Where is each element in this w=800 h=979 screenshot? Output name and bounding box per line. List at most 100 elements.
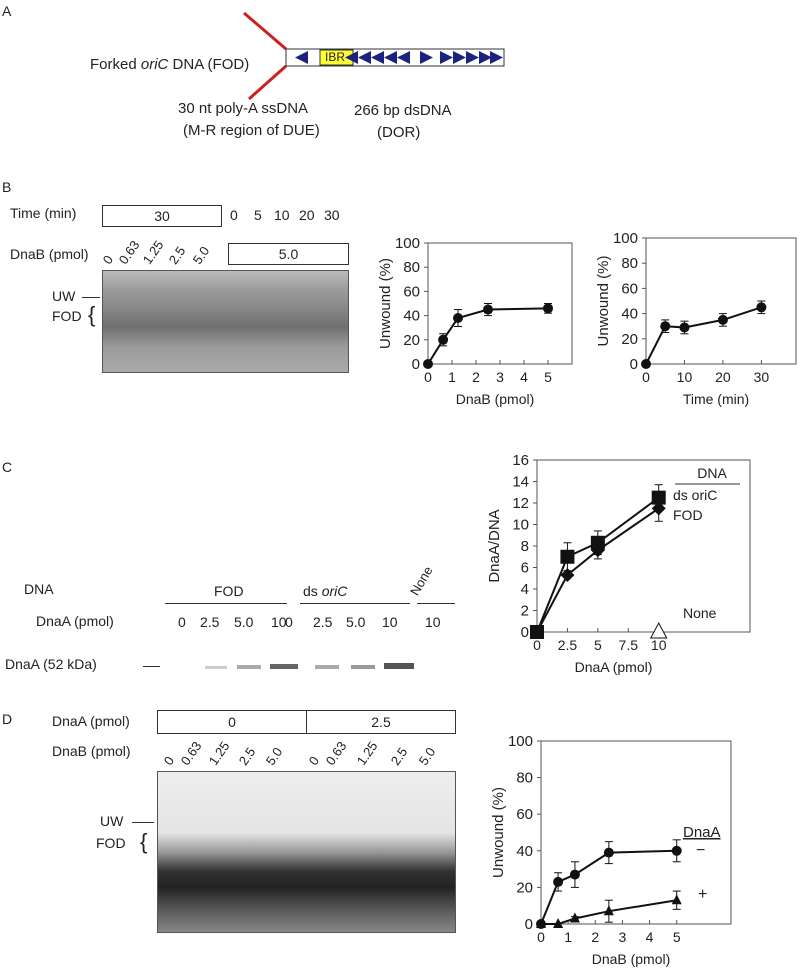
series-line <box>536 496 660 633</box>
ds-prefix: ds <box>303 583 322 599</box>
ds-lane: 0 <box>285 614 293 630</box>
dnaa-label-d: DnaA (pmol) <box>52 713 130 729</box>
data-point-circle <box>641 359 651 369</box>
y-tick-label: 40 <box>516 843 533 860</box>
data-point-diamond <box>560 568 575 583</box>
y-axis-label: DnaA/DNA <box>486 509 503 582</box>
fod-group-line <box>165 603 287 604</box>
fod-label-pre: Forked <box>90 56 141 73</box>
time-lane: 10 <box>274 207 290 223</box>
x-axis-label: DnaA (pmol) <box>575 659 653 675</box>
plot-frame <box>645 237 797 365</box>
ds-group-line <box>300 603 410 604</box>
y-tick-label: 0 <box>525 916 533 933</box>
data-point-circle <box>717 314 728 325</box>
y-tick-label: 20 <box>516 879 533 896</box>
band <box>351 665 375 669</box>
data-point-triangle <box>671 894 682 905</box>
band <box>270 664 298 669</box>
y-tick-label: 40 <box>403 308 420 325</box>
data-point-circle <box>438 334 449 345</box>
y-tick-label: 100 <box>395 235 420 252</box>
x-tick-label: 2 <box>591 929 599 945</box>
x-tick-label: 0 <box>642 369 650 385</box>
fod-label-post: DNA (FOD) <box>168 56 250 73</box>
y-tick-label: 10 <box>512 517 529 534</box>
y-tick-label: 0 <box>521 624 529 641</box>
y-tick-label: 60 <box>403 283 420 300</box>
ssdna-label-1: 30 nt poly-A ssDNA <box>178 100 309 117</box>
y-tick-label: 4 <box>521 581 529 598</box>
uw-tick <box>82 297 100 298</box>
x-tick-label: 2 <box>472 369 480 385</box>
time-label: Time (min) <box>10 205 77 221</box>
x-tick-label: 0 <box>424 369 432 385</box>
ibr-label: IBR <box>325 50 346 64</box>
dnab-label-d: DnaB (pmol) <box>52 743 131 759</box>
x-axis-label: Time (min) <box>683 391 749 407</box>
dnaa-box-2-5: 2.5 <box>306 710 456 734</box>
panel-label-a: A <box>2 3 12 19</box>
x-tick-label: 0 <box>533 637 541 653</box>
time-lane: 20 <box>299 207 315 223</box>
legend-title: DNA <box>697 465 727 481</box>
ssdna-strand-bottom <box>248 64 287 101</box>
x-tick-label: 5 <box>673 929 681 945</box>
ds-lane: 10 <box>382 614 398 630</box>
x-tick-label: 5 <box>594 637 602 653</box>
time-box: 30 <box>102 205 222 227</box>
fod-label-oric: oriC <box>140 56 169 73</box>
western-blot <box>165 645 455 680</box>
data-point-triangle <box>536 918 546 928</box>
dsdna-label-1: 266 bp dsDNA <box>354 102 452 119</box>
fod-bracket: { <box>140 829 148 854</box>
data-point-triangle <box>569 912 580 923</box>
plot-frame <box>536 459 751 633</box>
uw-tick <box>132 822 154 823</box>
uw-label-d: UW <box>100 813 124 829</box>
x-tick-label: 0 <box>537 929 545 945</box>
y-tick-label: 20 <box>403 332 420 349</box>
y-tick-label: 16 <box>512 452 529 469</box>
x-tick-label: 4 <box>520 369 528 385</box>
dna-label: DNA <box>24 581 54 597</box>
fod-lane: 5.0 <box>234 614 254 630</box>
unwinding-gel-d <box>157 771 456 933</box>
y-tick-label: 100 <box>613 230 638 247</box>
dnaa-box-arrows <box>295 51 503 64</box>
data-point-circle <box>756 302 767 313</box>
fod-group-label: FOD <box>214 583 244 599</box>
fod-bracket: { <box>88 302 96 327</box>
y-axis-label: Unwound (%) <box>595 256 612 347</box>
y-tick-label: 6 <box>521 560 529 577</box>
x-tick-label: 1 <box>448 369 456 385</box>
y-tick-label: 40 <box>621 306 638 323</box>
band <box>237 665 261 669</box>
data-point-open-triangle <box>649 621 668 639</box>
x-tick-label: 1 <box>564 929 572 945</box>
data-point-triangle <box>603 905 614 916</box>
y-tick-label: 0 <box>412 356 420 373</box>
data-point-circle <box>453 313 463 324</box>
legend-entry-minus: − <box>696 842 705 859</box>
unwinding-gel-b <box>102 270 349 373</box>
band <box>384 663 414 669</box>
x-tick-label: 4 <box>646 929 654 945</box>
data-point-diamond <box>530 625 544 639</box>
data-point-circle <box>671 845 682 856</box>
band <box>315 665 339 669</box>
time-lane: 0 <box>230 207 238 223</box>
y-tick-label: 0 <box>630 356 638 373</box>
dnab-label-b: DnaB (pmol) <box>10 246 89 262</box>
legend-entry-plus: + <box>698 886 707 903</box>
x-tick-label: 5 <box>544 369 552 385</box>
plot-frame <box>540 740 732 925</box>
data-point-triangle <box>553 918 564 928</box>
data-point-circle <box>660 321 671 332</box>
y-tick-label: 80 <box>516 770 533 787</box>
ds-lane: 2.5 <box>313 614 333 630</box>
x-tick-label: 3 <box>496 369 504 385</box>
none-group-line <box>417 603 455 604</box>
y-tick-label: 60 <box>621 280 638 297</box>
